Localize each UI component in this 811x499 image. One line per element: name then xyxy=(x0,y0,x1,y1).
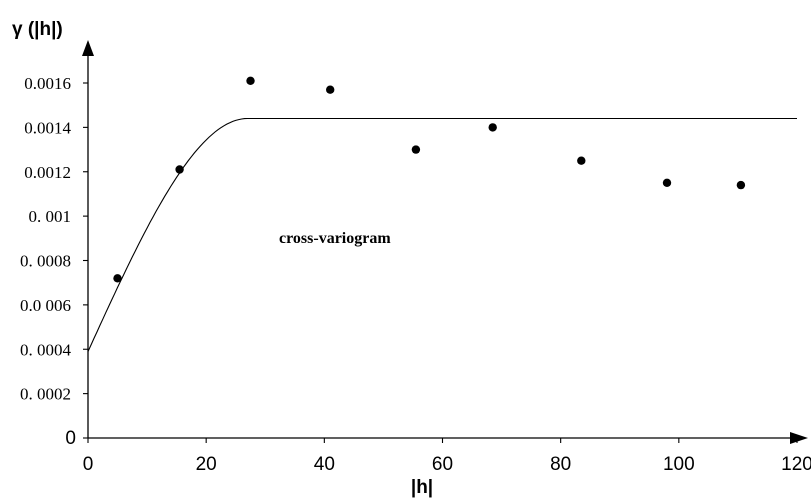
y-tick-label: 0. 0004 xyxy=(20,340,72,359)
data-point xyxy=(736,180,746,190)
y-ticks: 0 0. 0002 0. 0004 0.0 006 0. 0008 0. 001 0.001… xyxy=(20,74,88,449)
y-tick-label: 0.0 006 xyxy=(20,296,71,315)
x-tick-label: 100 xyxy=(663,454,695,475)
y-tick-label: 0. 0002 xyxy=(20,385,71,404)
x-tick-label: 80 xyxy=(550,454,571,475)
x-tick-label: 60 xyxy=(432,454,453,475)
x-tick-label: 120 xyxy=(781,454,811,475)
y-axis-arrowhead xyxy=(82,40,94,56)
x-ticks: 0 20 40 60 80 100 120 xyxy=(83,438,811,475)
axes xyxy=(82,40,808,444)
data-point xyxy=(662,178,672,187)
data-point xyxy=(488,123,497,132)
x-axis-label: |h| xyxy=(411,477,433,498)
y-tick-label: 0.0012 xyxy=(24,163,71,182)
data-points xyxy=(113,76,746,283)
data-point xyxy=(175,165,184,174)
y-tick-label: 0.0014 xyxy=(24,118,71,137)
x-tick-label: 0 xyxy=(83,454,94,475)
x-axis-arrowhead xyxy=(790,432,808,444)
y-tick-label: 0 xyxy=(65,428,76,449)
cross-variogram-annotation: cross-variogram xyxy=(279,230,391,247)
y-tick-label: 0. 0008 xyxy=(20,252,71,271)
x-tick-label: 40 xyxy=(314,454,335,475)
data-point xyxy=(326,85,335,94)
y-axis-label: γ (|h|) xyxy=(12,19,63,40)
variogram-model-curve xyxy=(87,117,797,352)
data-point xyxy=(246,76,255,86)
data-point xyxy=(411,145,421,154)
y-tick-label: 0. 001 xyxy=(29,207,72,226)
x-tick-label: 20 xyxy=(196,454,217,475)
data-point xyxy=(577,156,586,165)
y-tick-label: 0.0016 xyxy=(24,74,71,93)
data-point xyxy=(113,274,122,283)
